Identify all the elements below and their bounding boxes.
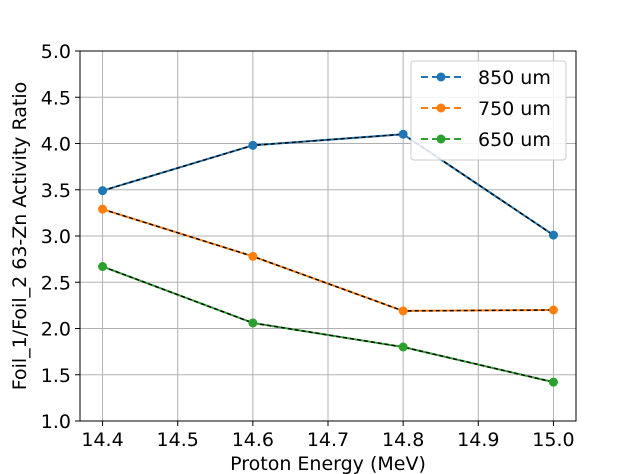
legend-label: 850 um — [478, 67, 551, 89]
y-tick-label: 3.5 — [41, 180, 71, 202]
data-point — [248, 140, 258, 150]
y-axis-label: Foil_1/Foil_2 63-Zn Activity Ratio — [9, 82, 31, 391]
series-dashed-line — [102, 208, 554, 312]
data-point — [398, 129, 408, 139]
x-tick-label: 14.9 — [457, 429, 499, 451]
y-tick-label: 2.5 — [41, 272, 71, 294]
data-series — [98, 129, 558, 387]
y-tick-label: 2.0 — [41, 319, 71, 341]
x-tick-label: 14.7 — [307, 429, 349, 451]
legend-label: 750 um — [478, 98, 551, 120]
x-tick-label: 14.4 — [81, 429, 123, 451]
x-tick-label: 14.6 — [232, 429, 274, 451]
data-point — [98, 262, 108, 272]
legend-label: 650 um — [478, 129, 551, 151]
x-axis-label: Proton Energy (MeV) — [230, 453, 426, 474]
legend-marker — [436, 72, 446, 82]
y-tick-label: 1.0 — [41, 411, 71, 433]
data-point — [548, 377, 558, 387]
y-tick-label: 3.0 — [41, 226, 71, 248]
legend-marker — [436, 103, 446, 113]
legend: 850 um 750 um 650 um — [410, 60, 567, 161]
legend-box — [410, 60, 567, 161]
y-tick-label: 1.5 — [41, 365, 71, 387]
data-point — [548, 305, 558, 315]
y-tick-label: 5.0 — [41, 41, 71, 63]
data-point — [548, 230, 558, 240]
data-point — [98, 204, 108, 214]
series-dashed-line — [102, 265, 554, 383]
x-tick-label: 14.8 — [382, 429, 424, 451]
x-tick-label: 15.0 — [532, 429, 574, 451]
data-point — [398, 306, 408, 316]
data-point — [248, 251, 258, 261]
x-tick-label: 14.5 — [157, 429, 199, 451]
legend-marker — [436, 134, 446, 144]
series-dashed-line — [102, 133, 554, 236]
data-point — [398, 342, 408, 352]
data-point — [98, 186, 108, 196]
axis-ticks: 14.4 14.5 14.6 14.7 14.8 14.9 15.0 1.0 1.5 2.0 2.5… — [41, 41, 575, 451]
y-tick-label: 4.0 — [41, 134, 71, 156]
data-point — [248, 318, 258, 328]
y-tick-label: 4.5 — [41, 87, 71, 109]
